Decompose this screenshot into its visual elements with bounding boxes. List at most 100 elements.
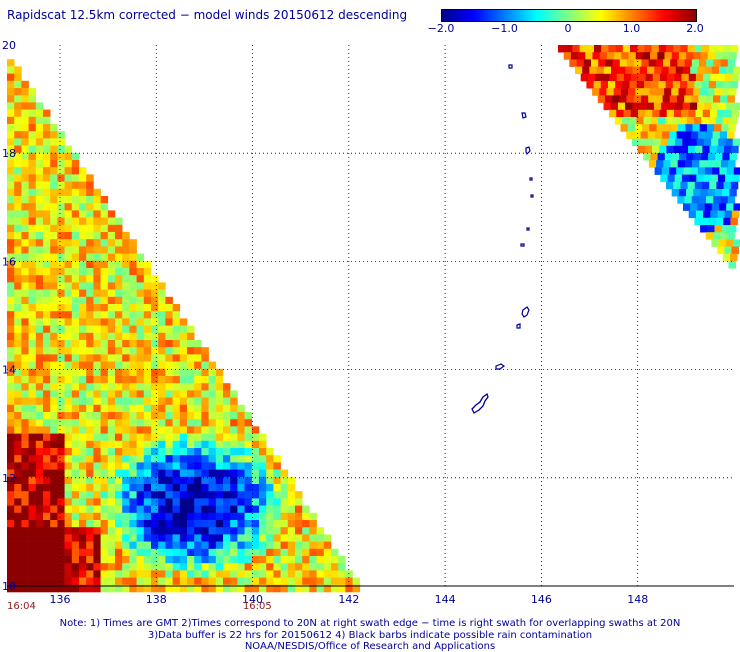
swath-cell: [266, 462, 274, 470]
swath-cell: [194, 498, 202, 506]
swath-cell: [592, 88, 600, 96]
swath-cell: [93, 347, 101, 355]
swath-cell: [107, 340, 116, 348]
swath-cell: [187, 325, 195, 334]
swath-cell: [129, 469, 137, 478]
swath-cell: [230, 577, 238, 586]
swath-cell: [201, 570, 209, 578]
swath-cell: [28, 534, 37, 542]
swath-cell: [215, 426, 224, 434]
swath-cell: [696, 174, 704, 183]
swath-cell: [309, 520, 317, 528]
swath-cell: [129, 484, 137, 492]
swath-cell: [107, 541, 116, 550]
swath-cell: [100, 361, 109, 370]
swath-cell: [172, 318, 181, 326]
swath-cell: [7, 311, 15, 319]
swath-cell: [662, 131, 670, 139]
swath-cell: [57, 397, 65, 406]
swath-cell: [733, 239, 740, 247]
swath-cell: [50, 203, 58, 211]
swath-cell: [223, 419, 231, 427]
swath-cell: [273, 462, 281, 470]
swath-cell: [151, 383, 159, 391]
swath-cell: [100, 448, 109, 456]
swath-cell: [107, 404, 116, 413]
swath-cell: [129, 289, 137, 298]
swath-cell: [251, 469, 260, 478]
swath-cell: [143, 584, 152, 593]
swath-cell: [115, 534, 123, 542]
swath-cell: [622, 81, 630, 89]
swath-cell: [64, 340, 73, 348]
swath-cell: [28, 131, 37, 139]
swath-cell: [35, 188, 44, 197]
swath-cell: [230, 527, 238, 535]
swath-cell: [57, 239, 65, 247]
swath-cell: [165, 347, 173, 355]
swath-cell: [28, 304, 37, 312]
swath-cell: [35, 167, 44, 175]
swath-cell: [151, 527, 159, 535]
swath-cell: [639, 66, 648, 75]
swath-cell: [208, 433, 217, 442]
swath-cell: [201, 491, 209, 499]
swath-cell: [151, 570, 159, 578]
swath-cell: [681, 73, 689, 82]
swath-cell: [143, 484, 152, 492]
swath-cell: [100, 296, 109, 305]
swath-cell: [57, 304, 65, 312]
swath-cell: [28, 426, 37, 434]
swath-cell: [43, 196, 51, 204]
swath-cell: [244, 440, 253, 449]
swath-cell: [79, 376, 87, 384]
swath-cell: [683, 131, 692, 139]
swath-cell: [136, 304, 145, 312]
swath-cell: [100, 419, 109, 427]
swath-cell: [14, 152, 22, 161]
swath-cell: [64, 203, 73, 211]
swath-cell: [79, 354, 87, 362]
swath-cell: [688, 210, 697, 219]
swath-cell: [136, 282, 145, 290]
swath-cell: [194, 563, 202, 571]
swath-cell: [79, 390, 87, 398]
swath-cell: [309, 577, 317, 586]
swath-cell: [28, 527, 37, 535]
swath-cell: [79, 548, 87, 557]
swath-cell: [43, 188, 51, 197]
swath-cell: [629, 81, 638, 89]
swath-cell: [172, 433, 181, 442]
swath-cell: [86, 527, 94, 535]
swath-cell: [86, 224, 94, 233]
swath-cell: [93, 210, 101, 218]
swath-cell: [215, 505, 224, 514]
swath-cell: [79, 498, 87, 506]
swath-cell: [43, 577, 51, 586]
swath-cell: [43, 232, 51, 240]
swath-cell: [71, 498, 80, 506]
swath-cell: [143, 354, 152, 362]
swath-cell: [700, 153, 709, 161]
swath-cell: [43, 361, 51, 370]
swath-cell: [673, 109, 682, 118]
swath-cell: [21, 116, 29, 125]
island-outline: [495, 363, 506, 370]
swath-cell: [93, 512, 101, 521]
swath-cell: [115, 239, 123, 247]
swath-cell: [725, 138, 733, 147]
swath-cell: [251, 448, 260, 456]
swath-cell: [100, 556, 109, 564]
swath-cell: [71, 174, 80, 182]
swath-cell: [14, 246, 22, 254]
swath-cell: [143, 426, 152, 434]
swath-cell: [179, 570, 188, 578]
swath-cell: [50, 354, 58, 362]
swath-cell: [215, 383, 224, 391]
swath-cell: [28, 239, 37, 247]
swath-cell: [43, 491, 51, 499]
swath-cell: [165, 361, 173, 370]
swath-cell: [64, 584, 73, 593]
swath-cell: [115, 404, 123, 413]
swath-cell: [237, 570, 245, 578]
